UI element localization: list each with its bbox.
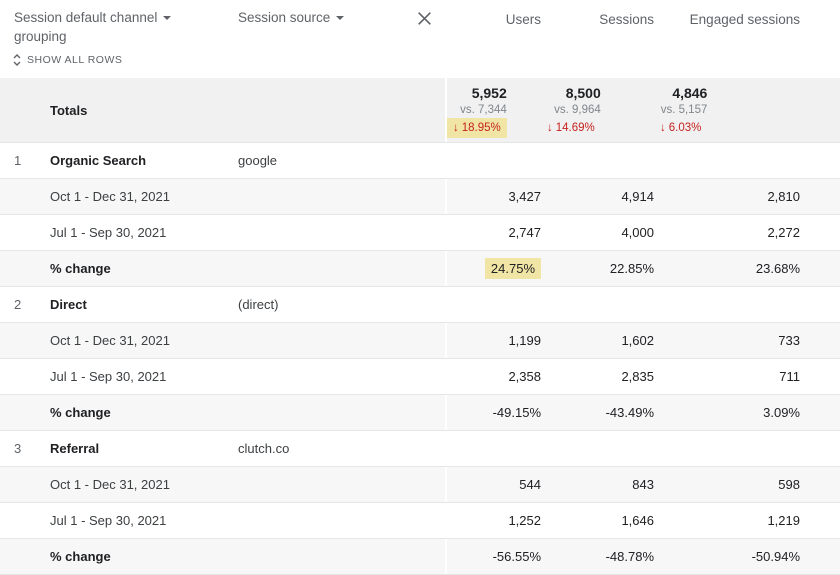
session-source: google <box>238 153 278 168</box>
totals-vs: vs. 7,344 <box>460 104 507 116</box>
totals-value: 5,952 <box>471 85 507 101</box>
percent-change-label: % change <box>50 261 111 276</box>
totals-metric-engaged-sessions: 4,846 vs. 5,157 6.03% <box>654 78 708 142</box>
metric-value: 1,252 <box>445 503 541 538</box>
totals-change: 18.95% <box>461 122 501 134</box>
metric-value: 3,427 <box>445 179 541 214</box>
close-button[interactable] <box>413 8 435 30</box>
totals-value: 8,500 <box>565 85 601 101</box>
percent-change-row: % change -56.55% -48.78% -50.94% <box>0 539 840 575</box>
metric-value: 3.09% <box>763 405 800 420</box>
column-header-sessions: Sessions <box>599 12 654 27</box>
channel-name: Organic Search <box>50 153 147 168</box>
metric-value: 2,358 <box>445 359 541 394</box>
date-range-label: Jul 1 - Sep 30, 2021 <box>50 513 167 528</box>
metric-value: 2,272 <box>767 225 800 240</box>
session-source: clutch.co <box>238 441 290 456</box>
dimension-row: 2 Direct (direct) <box>0 287 840 323</box>
date-range-row: Jul 1 - Sep 30, 2021 2,747 4,000 2,272 <box>0 215 840 251</box>
row-index: 1 <box>14 153 22 168</box>
dimension-selector-label-line2: grouping <box>14 29 67 44</box>
totals-vs: vs. 5,157 <box>660 104 708 116</box>
totals-change-badge: 18.95% <box>447 118 507 138</box>
metric-value: 843 <box>632 477 654 492</box>
dimension-selector[interactable]: Session default channel grouping <box>14 8 219 46</box>
show-all-rows-button[interactable]: SHOW ALL ROWS <box>10 51 124 69</box>
column-header-engaged-sessions: Engaged sessions <box>689 12 800 27</box>
metric-value: 2,835 <box>621 369 654 384</box>
metric-value: 23.68% <box>755 261 800 276</box>
date-range-row: Jul 1 - Sep 30, 2021 2,358 2,835 711 <box>0 359 840 395</box>
date-range-label: Jul 1 - Sep 30, 2021 <box>50 369 167 384</box>
source-selector[interactable]: Session source <box>238 8 345 27</box>
metric-value: -49.15% <box>445 395 541 430</box>
date-range-row: Oct 1 - Dec 31, 2021 3,427 4,914 2,810 <box>0 179 840 215</box>
metric-value: 2,747 <box>445 215 541 250</box>
metric-value: -56.55% <box>445 539 541 574</box>
dimension-selector-label-line1: Session default channel <box>14 10 158 25</box>
date-range-label: Oct 1 - Dec 31, 2021 <box>50 333 170 348</box>
percent-change-label: % change <box>50 549 111 564</box>
totals-value: 4,846 <box>672 85 708 101</box>
metric-value: 4,000 <box>621 225 654 240</box>
totals-change-badge: 14.69% <box>541 118 601 138</box>
date-range-row: Jul 1 - Sep 30, 2021 1,252 1,646 1,219 <box>0 503 840 539</box>
chevron-down-icon <box>163 16 172 21</box>
dimension-row: 1 Organic Search google <box>0 143 840 179</box>
totals-vs: vs. 9,964 <box>554 104 601 116</box>
metric-value: 1,219 <box>767 513 800 528</box>
metric-value: 711 <box>779 369 800 384</box>
percent-change-row: % change 24.75% 22.85% 23.68% <box>0 251 840 287</box>
metric-value: -48.78% <box>605 549 654 564</box>
totals-label: Totals <box>50 102 88 118</box>
metric-value: 733 <box>778 333 800 348</box>
table-header: Session default channel grouping Session… <box>0 0 840 78</box>
totals-metric-sessions: 8,500 vs. 9,964 14.69% <box>541 78 601 142</box>
metric-value: 4,914 <box>621 189 654 204</box>
totals-row: Totals 5,952 vs. 7,344 18.95% 8,500 vs. … <box>0 78 840 143</box>
channel-name: Direct <box>50 297 87 312</box>
metric-value: 1,199 <box>445 323 541 358</box>
show-all-rows-label: SHOW ALL ROWS <box>27 54 123 66</box>
chevron-down-icon <box>336 16 345 21</box>
totals-change-badge: 6.03% <box>654 118 707 138</box>
totals-change: 14.69% <box>555 122 595 134</box>
date-range-row: Oct 1 - Dec 31, 2021 544 843 598 <box>0 467 840 503</box>
session-source: (direct) <box>238 297 279 312</box>
highlighted-metric-value: 24.75% <box>484 258 541 279</box>
metric-value: 1,646 <box>621 513 654 528</box>
unfold-rows-icon <box>13 54 21 66</box>
down-arrow-icon <box>453 121 459 135</box>
date-range-row: Oct 1 - Dec 31, 2021 1,199 1,602 733 <box>0 323 840 359</box>
row-index: 3 <box>14 441 22 456</box>
source-selector-label: Session source <box>238 10 331 25</box>
totals-change: 6.03% <box>668 122 702 134</box>
dimension-row: 3 Referral clutch.co <box>0 431 840 467</box>
column-header-users: Users <box>505 12 541 27</box>
down-arrow-icon <box>660 121 666 135</box>
row-index: 2 <box>14 297 22 312</box>
metric-value: 2,810 <box>767 189 800 204</box>
close-icon <box>417 12 431 25</box>
metric-value: -50.94% <box>751 549 800 564</box>
metric-value: -43.49% <box>605 405 654 420</box>
metric-value: 1,602 <box>621 333 654 348</box>
date-range-label: Jul 1 - Sep 30, 2021 <box>50 225 167 240</box>
percent-change-label: % change <box>50 405 111 420</box>
metric-value: 544 <box>445 467 541 502</box>
date-range-label: Oct 1 - Dec 31, 2021 <box>50 477 170 492</box>
metric-value: 22.85% <box>609 261 654 276</box>
down-arrow-icon <box>547 121 553 135</box>
channel-name: Referral <box>50 441 100 456</box>
date-range-label: Oct 1 - Dec 31, 2021 <box>50 189 170 204</box>
metric-value: 598 <box>778 477 800 492</box>
percent-change-row: % change -49.15% -43.49% 3.09% <box>0 395 840 431</box>
totals-metric-users: 5,952 vs. 7,344 18.95% <box>447 78 507 142</box>
